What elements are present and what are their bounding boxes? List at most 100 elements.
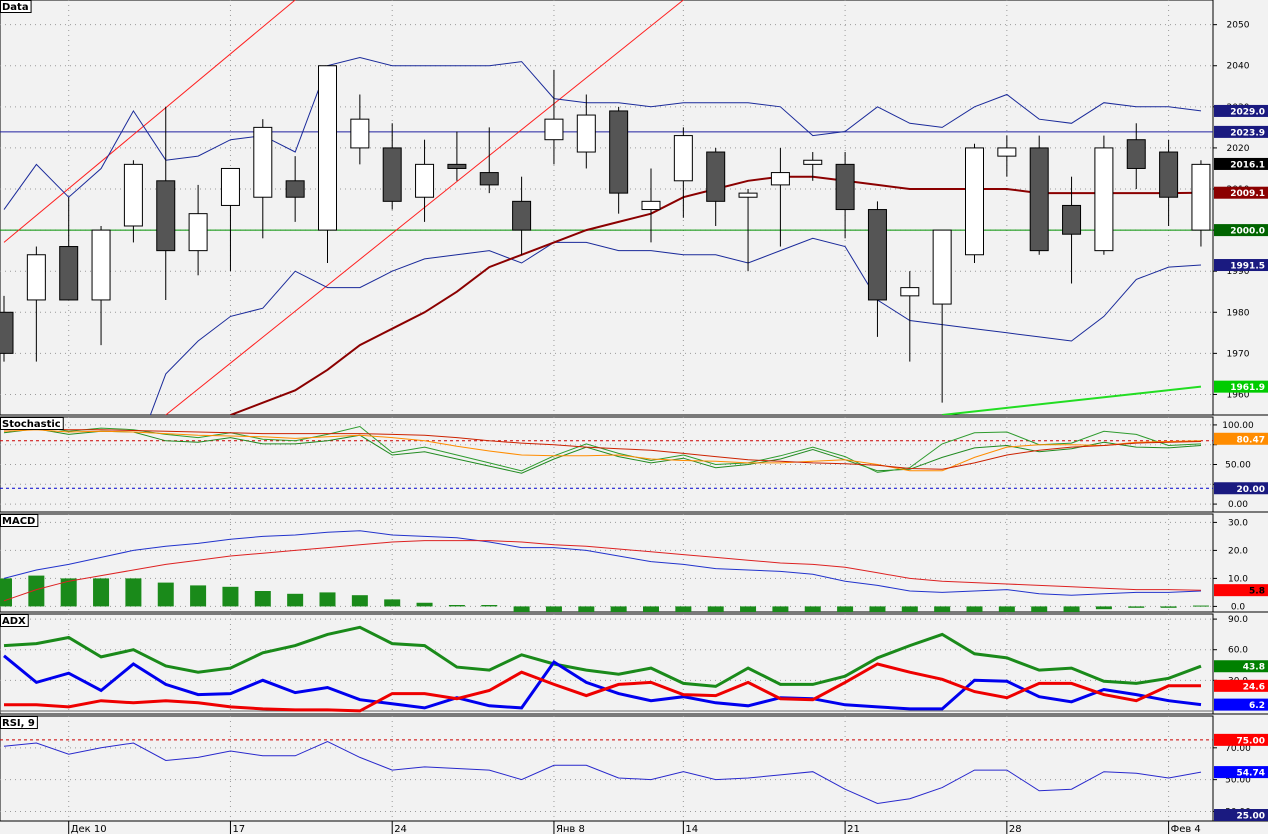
- price-title-text: Data: [2, 2, 29, 13]
- macd-histogram-bar: [190, 585, 207, 607]
- x-axis-area: [0, 821, 1268, 834]
- macd-tick-label: 30.0: [1228, 518, 1248, 528]
- macd-histogram-bar: [319, 592, 336, 607]
- price-title-box: [0, 0, 32, 13]
- bollinger-lower-line: [149, 237, 1202, 415]
- price-tick-label: 1990: [1227, 267, 1250, 277]
- macd-panel-frame: [0, 513, 1214, 613]
- candle-body: [512, 200, 532, 231]
- rsi-tick-label: 70.00: [1225, 744, 1251, 754]
- candle-body: [609, 110, 629, 194]
- stochastic-value-badge-label: 20.00: [1237, 485, 1265, 495]
- candle-body: [835, 163, 855, 211]
- macd-tick-label: 20.0: [1228, 546, 1248, 556]
- price-value-badge: [1214, 125, 1268, 138]
- price-value-badge-label: 2023.9: [1230, 128, 1265, 138]
- price-value-badge: [1214, 186, 1268, 199]
- adx-title-text: ADX: [2, 616, 26, 627]
- stochastic-value-badge-label: 80.47: [1237, 435, 1265, 445]
- macd-histogram-bar: [804, 606, 821, 612]
- macd-histogram-bar: [643, 606, 659, 612]
- stochastic-value-badge: [1214, 432, 1268, 445]
- bollinger-upper-line: [3, 56, 1202, 210]
- candle-body: [706, 151, 726, 202]
- macd-histogram-bar: [675, 606, 692, 612]
- macd-histogram-bar: [837, 606, 854, 612]
- rsi-title: RSI, 9: [0, 716, 38, 729]
- price-tick-label: 1980: [1227, 308, 1250, 318]
- macd-histogram-bar: [740, 606, 757, 612]
- candle-body: [900, 287, 920, 297]
- macd-histogram-bar: [222, 586, 239, 607]
- candle-body: [415, 163, 435, 198]
- adx-value-badge: [1214, 698, 1268, 711]
- macd-histogram-bar: [1160, 606, 1177, 608]
- macd-histogram-bar: [513, 606, 530, 612]
- x-axis-label: Дек 10: [71, 824, 107, 834]
- candle-body: [1159, 151, 1179, 198]
- price-value-badge-label: 1991.5: [1230, 262, 1265, 272]
- macd-histogram-bar: [934, 606, 951, 612]
- adx-value-badge: [1214, 679, 1268, 692]
- candle-body: [803, 159, 823, 165]
- stochastic-title-box: [0, 417, 64, 430]
- price-tick-label: 2050: [1227, 21, 1250, 31]
- adx-line: [3, 654, 1202, 711]
- macd-histogram-bar: [707, 606, 724, 612]
- candle-body: [673, 135, 693, 182]
- macd-histogram-bar: [93, 578, 110, 607]
- x-axis-label: 14: [685, 824, 698, 834]
- macd-histogram-bar: [1095, 606, 1112, 610]
- price-value-badge-label: 2000.0: [1230, 227, 1265, 237]
- rsi-value-badge: [1214, 766, 1268, 779]
- rsi-title-text: RSI, 9: [2, 718, 35, 729]
- macd-histogram-bar: [1128, 606, 1145, 608]
- stochastic-tick-label: 0.00: [1228, 500, 1248, 510]
- stochastic-tick-label: 100.00: [1222, 421, 1254, 431]
- adx-tick-label: 90.0: [1228, 615, 1248, 625]
- rsi-value-badge: [1214, 733, 1268, 746]
- macd-histogram-bar: [998, 606, 1015, 612]
- macd-tick-label: 0.0: [1231, 602, 1246, 612]
- rsi-value-badge-label: 25.00: [1237, 812, 1265, 822]
- adx-title-box: [0, 614, 29, 627]
- rsi-tick-label: 50.00: [1225, 776, 1251, 786]
- candle-body: [447, 163, 467, 169]
- price-value-badge: [1214, 157, 1268, 170]
- stochastic-value-badge: [1214, 482, 1268, 495]
- macd-histogram-bar: [0, 578, 12, 607]
- rsi-value-badge: [1214, 809, 1268, 821]
- adx-tick-label: 60.0: [1228, 646, 1248, 656]
- candle-body: [544, 118, 564, 141]
- stochastic-line: [3, 428, 1202, 474]
- stochastic-title-text: Stochastic: [2, 419, 61, 430]
- price-tick-label: 2040: [1227, 62, 1250, 72]
- macd-tick-label: 10.0: [1228, 574, 1248, 584]
- rsi-value-badge-label: 75.00: [1237, 736, 1265, 746]
- x-axis-label: 28: [1009, 824, 1022, 834]
- adx-value-badge-label: 24.6: [1243, 682, 1265, 692]
- price-tick-label: 1960: [1227, 390, 1250, 400]
- price-tick-label: 1970: [1227, 349, 1250, 359]
- adx-panel-frame: [0, 613, 1214, 715]
- macd-histogram-bar: [384, 599, 401, 607]
- stochastic-line: [3, 429, 1202, 472]
- candle-body: [91, 229, 111, 301]
- adx-value-badge-label: 43.8: [1243, 663, 1265, 673]
- price-value-badge: [1214, 224, 1268, 237]
- macd-histogram-bar: [901, 606, 918, 612]
- price-value-badge-label: 1961.9: [1230, 383, 1265, 393]
- green-indicator-line: [942, 385, 1202, 415]
- x-axis-label: 24: [394, 824, 407, 834]
- adx-title: ADX: [0, 614, 29, 627]
- candle-body: [738, 192, 758, 198]
- stochastic-line: [3, 425, 1202, 473]
- macd-histogram-bar: [966, 606, 983, 612]
- candle-body: [576, 114, 596, 153]
- macd-line: [3, 530, 1202, 596]
- macd-title-text: MACD: [2, 516, 35, 527]
- candle-body: [479, 172, 499, 186]
- price-value-badge-label: 2029.0: [1230, 107, 1265, 117]
- macd-histogram-bar: [28, 575, 45, 607]
